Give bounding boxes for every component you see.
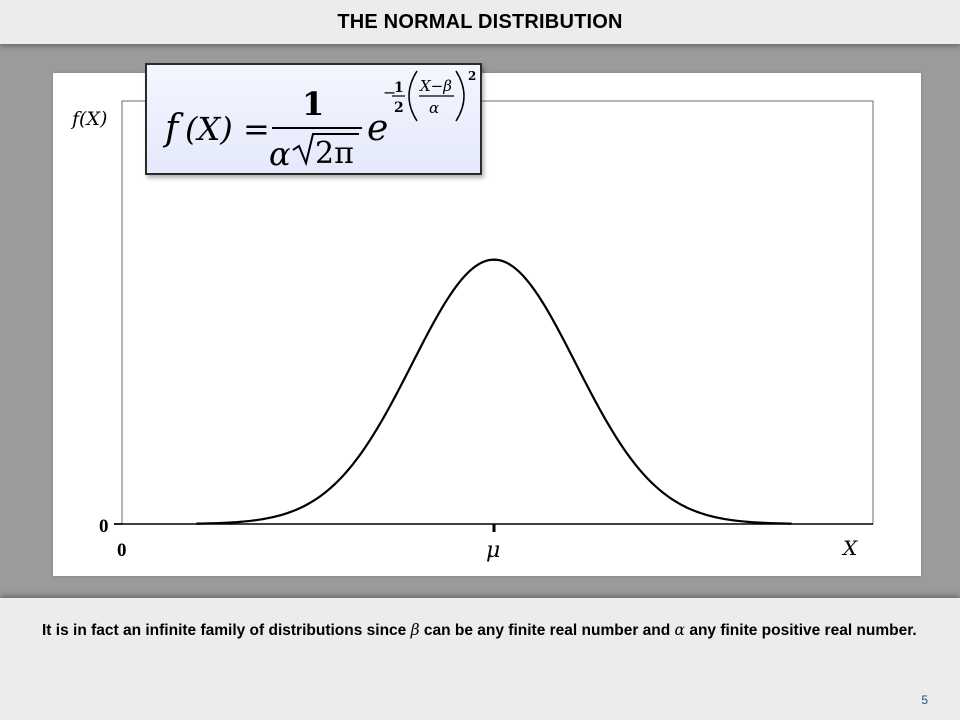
- formula-exp-power: 2: [468, 69, 476, 83]
- formula-box: f (X) = 1 α 2π e − 1 2 X−β α 2: [145, 63, 482, 175]
- slide-title: THE NORMAL DISTRIBUTION: [337, 11, 623, 33]
- formula-exp-half-den: 2: [394, 100, 404, 116]
- normal-curve: [196, 258, 792, 525]
- x-tick-label-0: 0: [117, 540, 127, 561]
- x-axis-label: X: [841, 536, 858, 560]
- formula-f-arg: (X): [185, 110, 233, 148]
- formula-f: f: [162, 108, 184, 149]
- formula-svg: f (X) = 1 α 2π e − 1 2 X−β α 2: [162, 69, 476, 173]
- caption-part-2: can be any finite real number and: [419, 622, 675, 639]
- title-bar: [0, 0, 960, 44]
- caption-part-3: any finite positive real number.: [685, 622, 917, 639]
- formula-equals: =: [243, 110, 270, 148]
- formula-exp-half-num: 1: [394, 80, 404, 96]
- caption-beta: β: [410, 621, 420, 639]
- x-tick-label-mu: μ: [486, 538, 500, 563]
- caption-panel: [0, 598, 960, 720]
- formula-right-paren: [455, 70, 465, 122]
- formula-exp-frac-den: α: [429, 99, 439, 117]
- formula-left-paren: [408, 70, 418, 122]
- formula-numerator: 1: [302, 85, 324, 123]
- formula-exp-frac-num: X−β: [419, 77, 452, 95]
- formula-sqrt-sign: [292, 133, 359, 167]
- formula-sqrt-body: 2π: [315, 136, 354, 171]
- page-number: 5: [921, 693, 928, 707]
- caption-text: It is in fact an infinite family of dist…: [42, 619, 932, 642]
- y-axis-label: f(X): [70, 108, 107, 130]
- caption-alpha: α: [674, 621, 686, 639]
- caption-part-1: It is in fact an infinite family of dist…: [42, 622, 411, 639]
- formula-alpha: α: [269, 135, 291, 173]
- formula-exp-sign: −: [383, 83, 396, 102]
- formula-e: e: [367, 108, 388, 149]
- y-tick-label-0: 0: [99, 516, 109, 537]
